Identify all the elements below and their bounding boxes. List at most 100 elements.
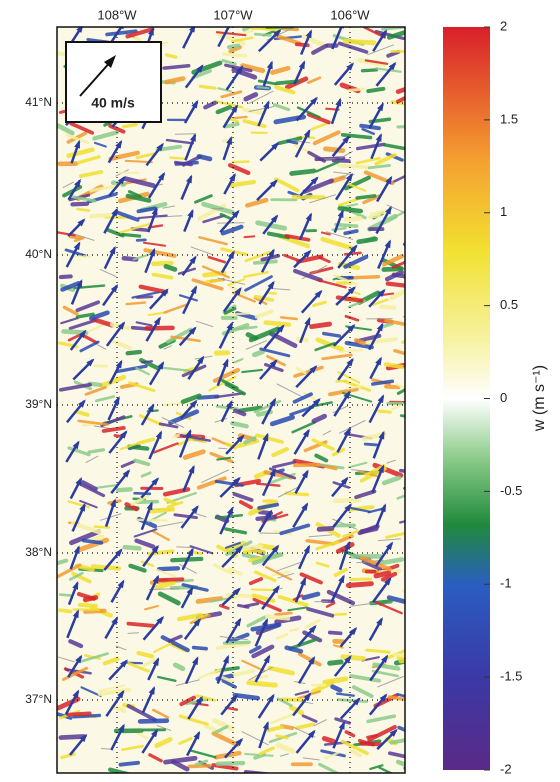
- field-streak: [182, 449, 206, 460]
- field-streak: [246, 680, 278, 688]
- wind-arrow-head: [379, 693, 388, 702]
- wind-arrow-head: [269, 467, 276, 477]
- field-streak: [304, 618, 321, 629]
- lat-label: 38°N: [25, 545, 52, 559]
- graticule: [57, 27, 405, 773]
- field-streak: [57, 558, 69, 566]
- field-streak: [223, 307, 237, 315]
- field-streak: [277, 485, 301, 498]
- wind-arrow-head: [155, 430, 162, 440]
- field-streak: [379, 304, 397, 311]
- field-streak: [226, 43, 241, 50]
- field-streak: [108, 150, 140, 162]
- field-streak: [355, 156, 381, 165]
- wind-arrow-head: [377, 288, 386, 298]
- field-streak: [361, 559, 383, 571]
- wind-arrow-head: [86, 358, 95, 367]
- field-streak: [318, 762, 341, 773]
- field-streak: [130, 494, 150, 506]
- field-streak: [202, 214, 226, 224]
- field-streak: [156, 725, 172, 731]
- map-frame: [56, 26, 406, 774]
- wind-arrow-head: [385, 541, 394, 551]
- field-streak: [270, 287, 291, 291]
- field-streak: [340, 654, 366, 661]
- wind-arrow-head: [377, 394, 385, 404]
- field-streak: [135, 295, 154, 299]
- field-streak: [372, 662, 401, 671]
- field-streak: [228, 163, 251, 176]
- field-streak: [115, 487, 133, 493]
- field-streak: [233, 408, 247, 417]
- field-streak: [259, 347, 291, 358]
- field-streak: [367, 725, 397, 742]
- wind-arrow-head: [77, 218, 86, 227]
- field-streak: [314, 342, 336, 352]
- field-streak: [386, 595, 405, 605]
- wind-arrow-head: [109, 245, 116, 255]
- field-streak: [252, 259, 278, 265]
- field-streak: [242, 119, 267, 129]
- field-streak: [165, 138, 195, 145]
- field-streak: [367, 507, 384, 514]
- field-streak: [269, 414, 295, 427]
- field-streak: [79, 340, 100, 353]
- field-streak: [251, 674, 269, 681]
- field-streak: [337, 163, 371, 170]
- field-streak: [397, 725, 405, 733]
- field-streak: [338, 197, 361, 207]
- field-streak: [126, 621, 155, 628]
- wind-arrow-head: [309, 365, 318, 374]
- field-streak: [91, 317, 115, 328]
- field-streak: [384, 384, 401, 390]
- field-streak: [289, 627, 300, 632]
- wind-arrow-head: [344, 427, 351, 436]
- field-streak: [89, 212, 112, 219]
- wind-arrow-head: [385, 175, 393, 185]
- wind-arrow-head: [226, 506, 234, 516]
- wind-arrow-head: [192, 656, 199, 666]
- field-streak: [152, 442, 179, 454]
- field-streak: [284, 645, 304, 654]
- wind-arrow-head: [270, 214, 279, 223]
- field-streak: [356, 236, 378, 245]
- field-streak: [214, 725, 229, 734]
- wind-arrow-head: [303, 128, 311, 138]
- colorbar: [443, 27, 490, 770]
- wind-arrow-head: [265, 509, 273, 519]
- field-streak: [133, 528, 158, 538]
- wind-arrow-head: [352, 697, 361, 706]
- field-streak: [314, 453, 329, 463]
- field-streak: [277, 573, 295, 579]
- field-streak: [172, 662, 186, 672]
- wind-arrow-head: [381, 654, 389, 664]
- field-streak: [305, 539, 334, 546]
- field-streak: [258, 746, 275, 756]
- field-streak: [138, 284, 169, 295]
- field-streak: [224, 63, 253, 73]
- field-streak: [202, 265, 230, 279]
- wind-arrow-head: [230, 693, 239, 703]
- field-streak: [301, 591, 321, 601]
- field-streak: [333, 567, 348, 577]
- wind-arrow-head: [72, 440, 80, 450]
- field-streak: [332, 644, 344, 649]
- wind-arrow-head: [305, 29, 312, 39]
- field-streak: [269, 711, 298, 725]
- field-streak: [401, 339, 405, 344]
- field-streak: [215, 760, 246, 767]
- wind-arrow-head: [272, 585, 280, 594]
- field-streak: [301, 714, 318, 723]
- wind-arrow-head: [338, 574, 345, 584]
- wind-arrow-head: [225, 400, 233, 409]
- field-streak: [272, 103, 291, 112]
- field-streak: [387, 695, 405, 702]
- field-streak: [93, 525, 111, 529]
- wind-arrow-head: [117, 689, 125, 699]
- colorbar-tick-label: -1: [500, 576, 512, 591]
- field-streak: [215, 31, 247, 37]
- field-streak: [180, 393, 202, 404]
- field-streak: [99, 269, 117, 277]
- field-streak: [216, 456, 232, 461]
- field-streak: [58, 608, 73, 614]
